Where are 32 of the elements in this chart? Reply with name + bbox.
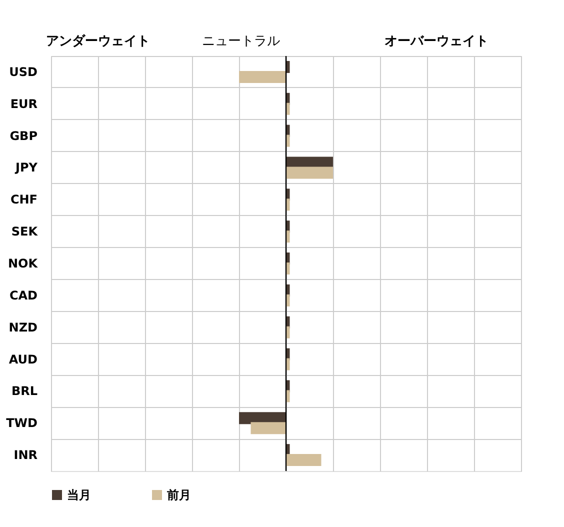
y-tick-label: GBP: [10, 128, 38, 143]
y-tick-label: USD: [9, 64, 38, 79]
text: アンダーウェイト: [46, 34, 150, 49]
y-tick-label: NZD: [8, 320, 38, 334]
legend-label: 当月: [67, 488, 91, 502]
y-tick-label: AUD: [8, 352, 38, 366]
text: ニュートラル: [202, 34, 280, 49]
bar: [286, 390, 290, 402]
y-tick-label: INR: [14, 448, 38, 462]
bar: [286, 294, 290, 306]
bar: [286, 134, 290, 147]
y-tick-label: NOK: [8, 256, 38, 270]
y-tick-label: JPY: [14, 160, 38, 175]
bar: [286, 102, 290, 115]
y-tick-label: BRL: [11, 384, 38, 398]
y-tick-label: TWD: [6, 416, 38, 430]
legend-label: 前月: [166, 488, 191, 502]
bar: [286, 262, 290, 274]
bar: [286, 358, 290, 370]
bar: [239, 70, 286, 83]
bar: [286, 166, 333, 179]
bar: [286, 326, 290, 338]
y-tick-label: CAD: [9, 288, 38, 302]
bar: [286, 198, 290, 211]
bar: [286, 230, 290, 243]
bar: [286, 60, 290, 73]
text: オーバーウェイト: [384, 34, 488, 49]
bar: [286, 454, 322, 466]
bar: [250, 422, 286, 434]
y-tick-label: CHF: [10, 192, 38, 207]
y-tick-label: SEK: [11, 224, 38, 239]
y-tick-label: EUR: [10, 96, 38, 111]
